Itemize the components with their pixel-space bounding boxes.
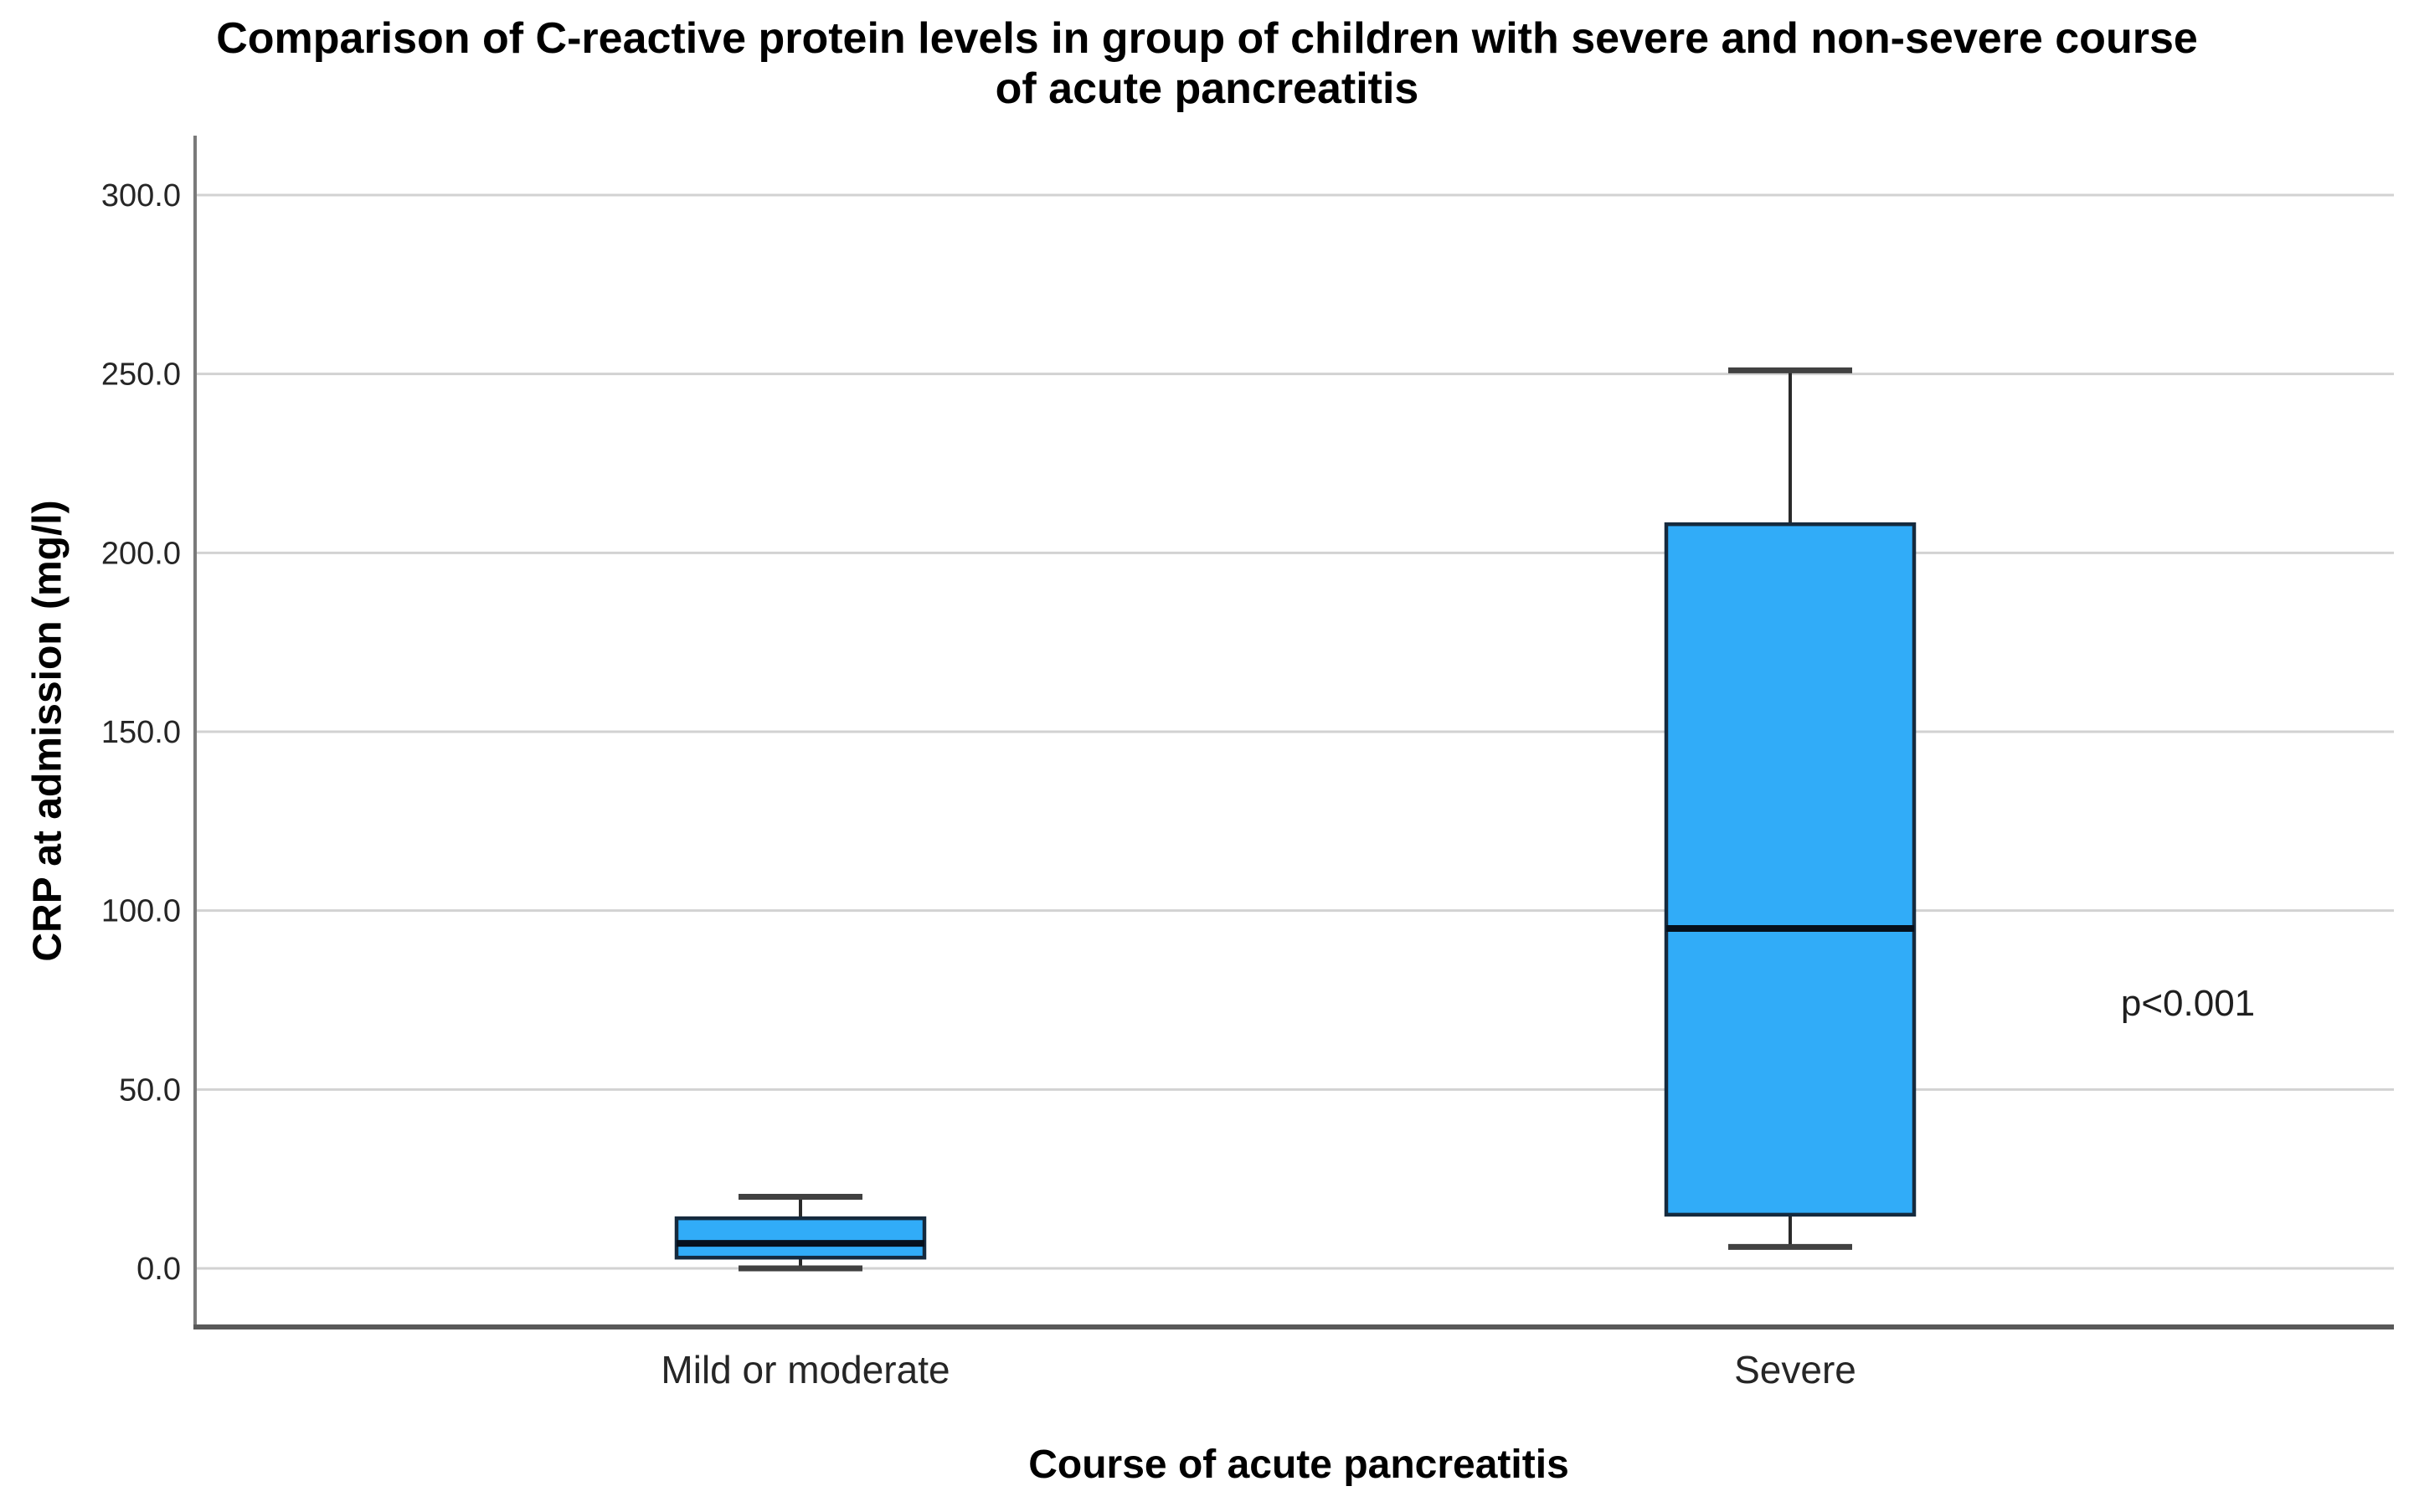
box-severe <box>1664 522 1917 1217</box>
y-tick-label: 100.0 <box>101 894 181 929</box>
y-tick-label: 0.0 <box>136 1252 181 1287</box>
box-mild <box>674 1216 927 1260</box>
y-tick-label: 300.0 <box>101 178 181 213</box>
y-axis-title: CRP at admission (mg/l) <box>25 500 70 962</box>
chart-title-line2: of acute pancreatitis <box>995 64 1419 113</box>
y-tick-label: 150.0 <box>101 715 181 750</box>
y-tick-label: 250.0 <box>101 357 181 393</box>
x-category-label-severe: Severe <box>1734 1348 1856 1391</box>
chart-title: Comparison of C-reactive protein levels … <box>0 13 2414 114</box>
chart-title-line1: Comparison of C-reactive protein levels … <box>216 14 2198 63</box>
x-category-label-mild: Mild or moderate <box>661 1348 950 1391</box>
y-tick-label: 200.0 <box>101 536 181 571</box>
y-tick-label: 50.0 <box>119 1072 181 1108</box>
p-value-annotation: p<0.001 <box>2120 983 2256 1024</box>
x-axis-title: Course of acute pancreatitis <box>1028 1443 1569 1487</box>
